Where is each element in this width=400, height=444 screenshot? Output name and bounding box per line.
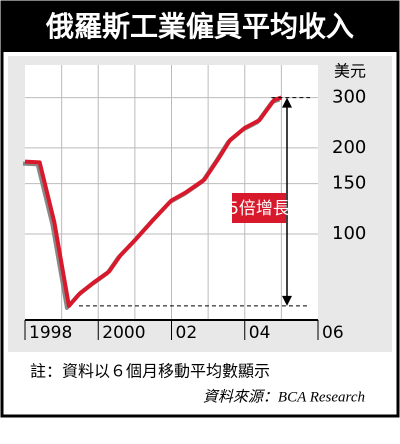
y-tick-label: 300	[332, 87, 366, 108]
data-line	[24, 95, 283, 308]
x-tick-label: 2000	[102, 323, 145, 343]
title-bar	[2, 2, 398, 52]
x-tick-label: 1998	[29, 323, 72, 343]
note: 註：資料以６個月移動平均數顯示	[30, 362, 270, 381]
x-tick-label: 06	[322, 323, 344, 343]
y-tick-label: 100	[332, 223, 366, 244]
unit-label: 美元	[334, 62, 366, 81]
source: 資料來源：BCA Research	[203, 388, 365, 405]
annotation: 5倍增長	[228, 199, 290, 219]
x-tick-label: 04	[249, 323, 271, 343]
y-tick-label: 150	[332, 173, 366, 194]
x-tick-label: 02	[176, 323, 198, 343]
y-tick-label: 200	[332, 137, 366, 158]
annotation-box	[232, 193, 286, 223]
chart-title: 俄羅斯工業僱員平均收入	[45, 10, 354, 43]
arrow-head	[282, 97, 292, 108]
arrow-head	[282, 295, 292, 306]
